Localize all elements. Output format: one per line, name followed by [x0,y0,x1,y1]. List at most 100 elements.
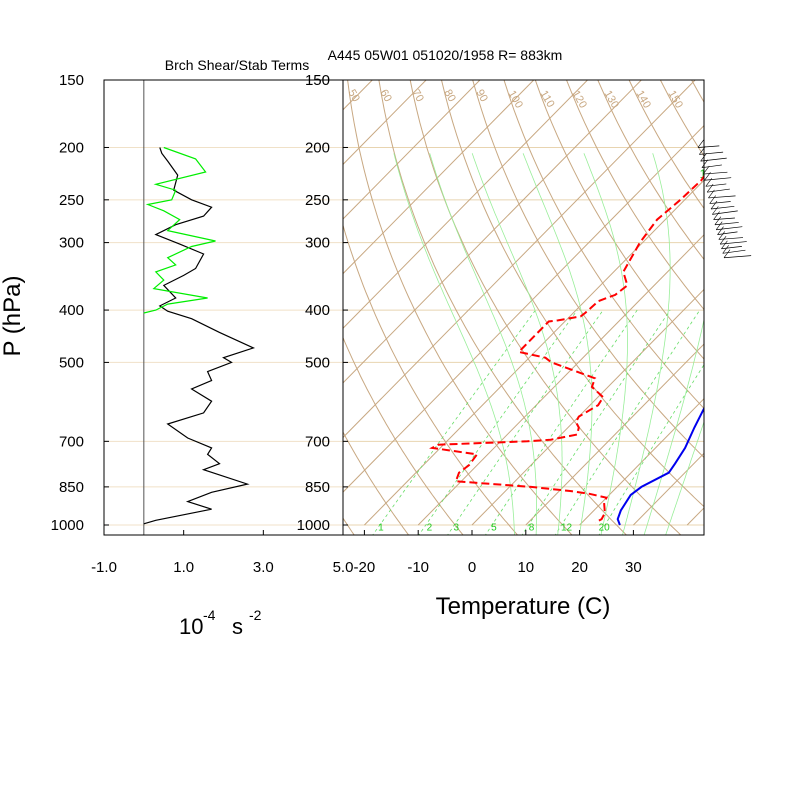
right-x-ticks: -20 -10 0 10 20 30 [354,530,642,576]
left-x-label-exp2: -2 [249,607,262,623]
mixing-ratio-label: 12 [561,522,573,533]
right-xtick-label: 20 [571,559,588,576]
mixing-ratio-label: 1 [378,522,384,533]
sounding-line-0 [616,406,704,526]
mixing-ratio-label: 2 [427,522,433,533]
wind-barb-flag [709,195,716,204]
mixing-ratio-label: 20 [788,167,800,181]
wind-barb-shaft [710,205,735,210]
sounding-line-1 [429,174,704,524]
dry-adiabat [503,80,704,410]
moist-adiabat [522,153,593,535]
theta-label: 70 [409,88,426,105]
theta-label: 140 [633,89,653,111]
right-y-ticks: 150 200 250 300 400 500 700 850 1000 [297,72,348,534]
right-ytick-label: 500 [305,354,330,371]
left-panel-title: Brch Shear/Stab Terms [165,57,309,73]
isotherm [343,80,696,439]
left-xtick-label: 1.0 [173,559,194,576]
left-x-axis-label: 10 -4 s -2 [179,607,262,639]
left-ytick-label: 300 [59,235,84,252]
moist-adiabat [643,318,704,535]
wind-barb-shaft [717,231,738,235]
theta-label: 120 [569,89,589,111]
wind-barb-flag [699,146,706,155]
right-ytick-label: 1000 [297,517,330,534]
isotherm [343,80,481,220]
wind-barb-flag [710,200,718,210]
left-ytick-label: 850 [59,479,84,496]
dry-adiabat [472,80,704,459]
right-ytick-label: 250 [305,192,330,209]
isotherm [741,80,800,525]
wind-barb-shaft [721,246,742,250]
wind-barb-shaft [701,164,722,169]
y-axis-label: P (hPa) [0,276,26,357]
wind-barb-shaft [723,255,752,259]
wind-barbs [697,139,752,259]
right-panel-title: A445 05W01 051020/1958 R= 883km [328,47,563,63]
right-xtick-label: -10 [407,559,429,576]
right-x-axis-label: Temperature (C) [436,593,611,620]
wind-barb-flag [708,189,715,199]
mixing-ratio-label: 12 [700,167,714,181]
wind-barb-flag [713,211,720,220]
wind-barb-shaft [722,249,746,254]
skewt-background [0,64,800,537]
mixing-ratio-line [554,309,701,535]
dry-adiabat [343,223,519,535]
left-ytick-label: 150 [59,72,84,89]
isotherm [343,80,427,166]
mixing-ratio-label: 20 [599,522,611,533]
wind-barb-shaft [699,151,724,155]
wind-barb-shaft [713,217,735,220]
mixing-ratio-line [372,309,536,535]
wind-barb-shaft [720,241,747,245]
left-y-ticks: 150 200 250 300 400 500 700 850 1000 [51,72,109,534]
dry-adiabat [343,336,464,535]
isotherm [343,80,588,329]
dry-adiabat [378,80,628,535]
mixing-ratio-line [521,309,671,535]
moist-adiabat [665,420,704,535]
right-xtick-label: -20 [354,559,376,576]
left-x-label-exp1: -4 [203,607,216,623]
dry-adiabat [714,64,800,537]
wind-barb-flag [705,178,713,187]
left-series-line-1 [143,146,216,314]
dry-adiabat [409,80,682,535]
wind-barb-flag [723,249,731,258]
theta-label: 110 [537,89,556,110]
left-panel-gridlines [104,79,343,535]
theta-label: 90 [473,88,490,105]
wind-barb-shaft [709,201,731,204]
left-x-label-unit: s [232,614,243,639]
wind-barb-flag [715,221,723,230]
mixing-ratio-line [484,309,638,535]
left-ytick-label: 500 [59,354,84,371]
wind-barb-flag [718,231,726,240]
wind-barb-shaft [716,226,743,231]
dry-adiabat [534,80,704,360]
isotherm [0,80,319,525]
wind-barb-shaft [712,210,738,215]
dry-adiabat [189,64,300,537]
wind-barb-shaft [705,183,727,187]
mixing-ratio-line [598,363,704,535]
wind-barb-flag [701,159,709,168]
left-ytick-label: 250 [59,192,84,209]
left-xtick-label: 3.0 [253,559,274,576]
wind-barb-shaft [714,222,739,226]
wind-barb-flag [706,184,714,193]
right-ytick-label: 300 [305,235,330,252]
isotherm [343,80,535,275]
right-xtick-label: 30 [625,559,642,576]
right-xtick-label: 10 [517,559,534,576]
dry-adiabat [597,80,704,261]
left-x-ticks: -1.0 1.0 3.0 5.0 [91,530,353,576]
isotherm [579,397,704,526]
wind-barb-shaft [700,157,727,162]
wind-barb-flag [717,226,724,235]
isotherm [795,80,800,525]
